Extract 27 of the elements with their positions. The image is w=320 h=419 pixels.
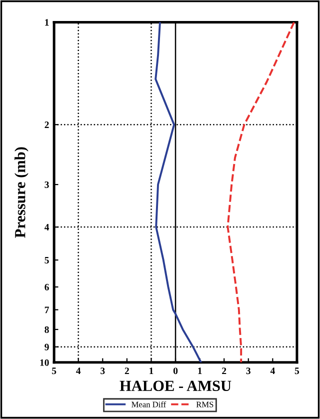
y-tick-label: 10 — [40, 359, 49, 366]
line-series — [226, 22, 296, 362]
y-tick-label: 7 — [44, 306, 49, 314]
x-tick-label: 2 — [124, 368, 129, 374]
y-tick-label: 1 — [45, 19, 49, 26]
legend-label: RMS — [196, 402, 214, 408]
x-tick-label: 1 — [198, 368, 202, 374]
x-tick-label: 2 — [222, 368, 226, 374]
y-tick-label: 8 — [44, 326, 49, 333]
y-tick-label: 2 — [44, 122, 49, 128]
y-tick-label: 9 — [44, 344, 49, 350]
line-series — [154, 22, 202, 362]
x-tick-label: 0 — [173, 368, 178, 374]
y-tick-label: 6 — [44, 284, 49, 290]
x-tick-label: 4 — [270, 368, 275, 374]
x-tick-label: 4 — [76, 368, 81, 374]
y-tick-label: 3 — [44, 181, 49, 188]
x-tick-label: 3 — [246, 368, 250, 374]
x-tick-label: 5 — [52, 368, 56, 374]
legend-label: Mean Diff — [132, 401, 166, 408]
y-tick-label: 5 — [44, 257, 49, 264]
x-tick-label: 1 — [150, 368, 154, 374]
x-tick-label: 5 — [294, 368, 300, 374]
y-axis-title: Pressure (mb) — [14, 147, 28, 238]
x-axis-title: HALOE - AMSU — [120, 380, 232, 392]
x-tick-label: 3 — [100, 368, 105, 374]
y-tick-label: 4 — [44, 224, 50, 230]
